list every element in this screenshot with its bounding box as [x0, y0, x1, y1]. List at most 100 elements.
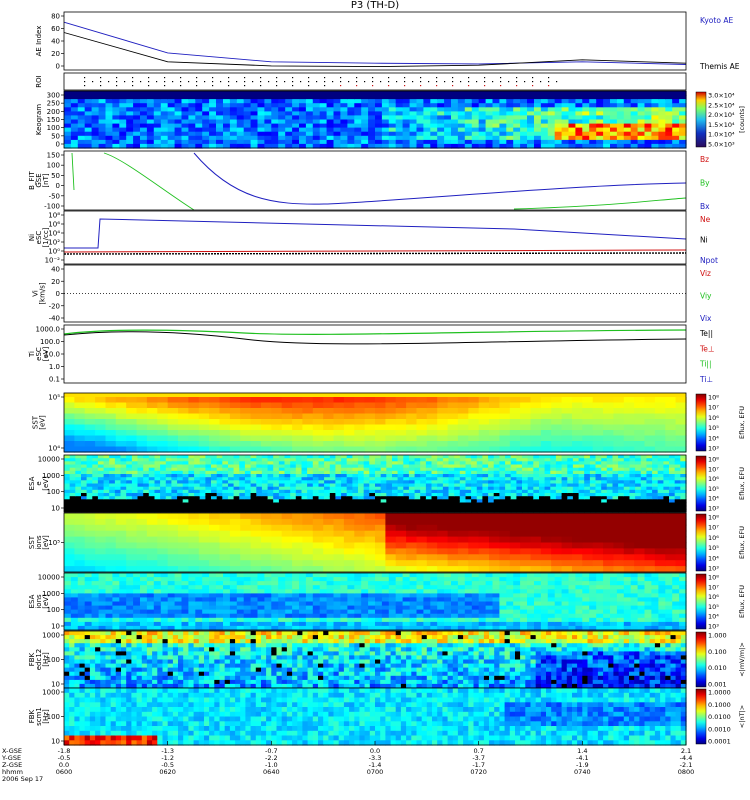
spectrogram-cell — [534, 91, 542, 96]
spectrogram-cell — [133, 621, 141, 627]
spectrogram-cell — [126, 518, 138, 526]
spectrogram-cell — [416, 554, 428, 561]
spectrogram-cell — [493, 502, 500, 507]
spectrogram-cell — [312, 493, 320, 497]
spectrogram-cell — [347, 135, 355, 141]
spectrogram-cell — [505, 467, 512, 472]
spectrogram-cell — [358, 508, 365, 513]
spectrogram-cell — [64, 480, 71, 485]
spectrogram-cell — [137, 508, 144, 513]
spectrogram-cell — [493, 455, 500, 459]
spectrogram-cell — [119, 621, 127, 627]
spectrogram-cell — [478, 111, 487, 117]
spectrogram-cell — [606, 499, 614, 504]
spectrogram-cell — [657, 502, 664, 507]
panel-frame — [63, 72, 687, 91]
spectrogram-cell — [437, 505, 444, 510]
spectrogram-cell — [578, 474, 585, 478]
spectrogram-cell — [233, 486, 240, 491]
spectrogram-cell — [105, 95, 113, 100]
spectrogram-cell — [119, 581, 127, 586]
spectrogram-cell — [572, 489, 580, 494]
spectrogram-cell — [451, 115, 459, 121]
spectrogram-cell — [205, 458, 212, 462]
spectrogram-cell — [527, 111, 535, 117]
spectrogram-cell — [92, 458, 99, 462]
spectrogram-cell — [482, 480, 489, 485]
spectrogram-cell — [669, 470, 676, 475]
spectrogram-cell — [146, 573, 155, 578]
spectrogram-cell — [613, 518, 625, 526]
spectrogram-cell — [451, 139, 459, 145]
spectrogram-cell — [459, 470, 467, 475]
spectrogram-cell — [146, 585, 155, 590]
spectrogram-cell — [386, 502, 393, 507]
spectrogram-cell — [312, 95, 321, 100]
spectrogram-cell — [354, 430, 366, 437]
spectrogram-cell — [478, 123, 487, 129]
spectrogram-cell — [188, 477, 195, 481]
spectrogram-cell — [468, 530, 480, 538]
spectrogram-cell — [584, 461, 591, 466]
spectrogram-cell — [395, 435, 407, 442]
spectrogram-cell — [654, 536, 666, 544]
spectrogram-cell — [578, 493, 585, 497]
spectrogram-cell — [126, 554, 138, 561]
spectrogram-cell — [589, 486, 597, 491]
spectrogram-cell — [64, 139, 72, 145]
spectrogram-cell — [64, 483, 71, 488]
spectrogram-cell — [555, 489, 563, 494]
spectrogram-cell — [69, 467, 76, 472]
spectrogram-cell — [69, 486, 76, 491]
spectrogram-cell — [416, 413, 428, 420]
spectrogram-cell — [554, 115, 563, 121]
spectrogram-cell — [95, 441, 107, 448]
spectrogram-cell — [499, 470, 506, 475]
spectrogram-cell — [420, 483, 427, 488]
spectrogram-cell — [257, 131, 265, 137]
spectrogram-cell — [199, 455, 206, 459]
spectrogram-cell — [264, 135, 272, 141]
roi-dot — [428, 81, 430, 83]
spectrogram-cell — [530, 554, 542, 561]
spectrogram-cell — [103, 499, 110, 504]
spectrogram-cell — [146, 131, 155, 137]
spectrogram-cell — [644, 524, 656, 532]
spectrogram-cell — [375, 524, 386, 532]
spectrogram-cell — [364, 548, 376, 555]
spectrogram-cell — [240, 548, 252, 555]
spectrogram-cell — [126, 513, 138, 520]
spectrogram-cell — [335, 483, 342, 488]
spectrogram-cell — [70, 573, 79, 578]
spectrogram-cell — [520, 143, 528, 149]
spectrogram-cell — [329, 502, 337, 507]
spectrogram-cell — [305, 115, 314, 121]
spectrogram-cell — [369, 496, 376, 500]
spectrogram-cell — [568, 115, 576, 121]
spectrogram-cell — [527, 458, 534, 462]
spectrogram-cell — [630, 131, 639, 137]
spectrogram-cell — [302, 542, 314, 549]
spectrogram-cell — [278, 505, 286, 510]
spectrogram-cell — [112, 593, 120, 599]
spectrogram-cell — [219, 435, 231, 442]
spectrogram-cell — [301, 461, 308, 466]
spectrogram-cell — [426, 513, 438, 520]
spectrogram-cell — [448, 499, 455, 504]
spectrogram-cell — [679, 127, 687, 133]
spectrogram-cell — [278, 493, 286, 497]
spectrogram-cell — [292, 419, 304, 426]
spectrogram-cell — [261, 486, 269, 491]
spectrogram-cell — [654, 397, 666, 404]
spectrogram-cell — [160, 135, 169, 141]
spectrogram-cell — [167, 131, 176, 137]
spectrogram-cell — [92, 486, 99, 491]
spectrogram-cell — [109, 461, 116, 466]
spectrogram-cell — [395, 430, 407, 437]
spectrogram-cell — [74, 435, 86, 442]
spectrogram-cell — [540, 131, 549, 137]
spectrogram-cell — [478, 143, 487, 149]
spectrogram-cell — [323, 413, 335, 420]
spectrogram-cell — [361, 143, 369, 149]
roi-dot — [388, 81, 390, 83]
